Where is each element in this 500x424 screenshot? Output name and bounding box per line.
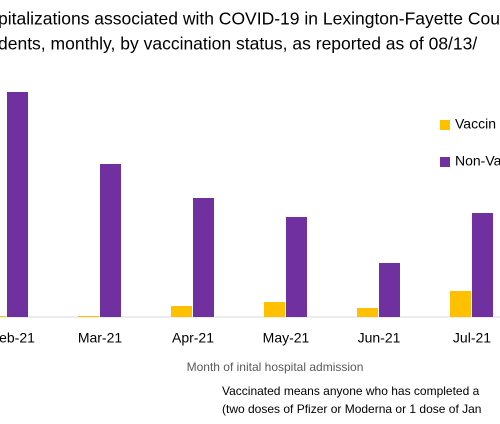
- bar: [0, 316, 6, 317]
- note: (two doses of Pfizer or Moderna or 1 dos…: [222, 402, 481, 416]
- x-tick-label: Jul-21: [453, 330, 491, 346]
- bar: [7, 92, 28, 317]
- chart-subtitle: dents, monthly, by vaccination status, a…: [0, 34, 477, 54]
- x-tick-label: eb-21: [0, 330, 35, 346]
- legend-label: Vaccin: [455, 116, 496, 132]
- bar: [286, 217, 307, 317]
- x-tick-label: Jun-21: [358, 330, 401, 346]
- bar: [379, 263, 400, 317]
- bar: [450, 291, 471, 317]
- note: Vaccinated means anyone who has complete…: [222, 384, 480, 398]
- bar: [193, 198, 214, 317]
- bar: [264, 302, 285, 317]
- chart-title: pitalizations associated with COVID-19 i…: [0, 9, 500, 29]
- bar: [357, 308, 378, 317]
- x-tick-label: Mar-21: [78, 330, 123, 346]
- bar: [472, 213, 493, 317]
- legend-swatch: [440, 157, 450, 167]
- legend-swatch: [440, 120, 450, 130]
- x-axis-title: Month of inital hospital admission: [187, 360, 364, 374]
- bar: [100, 164, 121, 317]
- x-tick-label: May-21: [263, 330, 310, 346]
- x-tick-label: Apr-21: [172, 330, 214, 346]
- bar: [171, 306, 192, 317]
- bar: [78, 316, 99, 317]
- legend-label: Non-Va: [455, 153, 500, 169]
